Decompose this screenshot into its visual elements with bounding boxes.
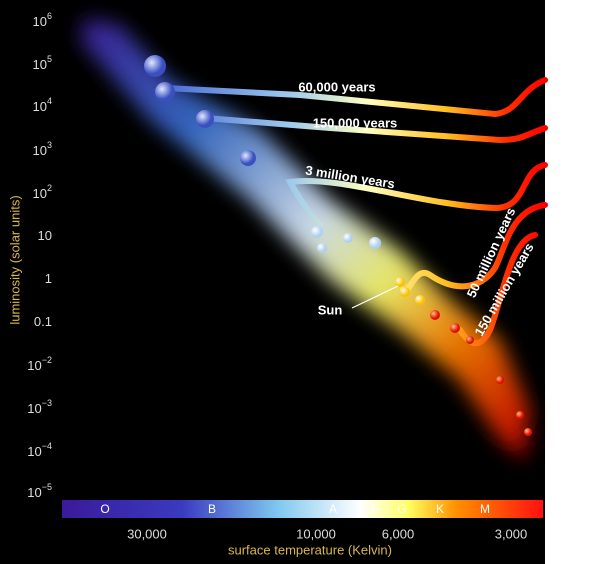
- star: [196, 110, 214, 128]
- track-3: [285, 162, 548, 228]
- star: [317, 243, 327, 253]
- tick-exponent: 6: [47, 11, 52, 21]
- x-tick-labels: 30,000 10,000 6,000 3,000: [127, 526, 527, 541]
- star: [369, 237, 381, 249]
- y-tick-label: 102: [33, 183, 52, 201]
- y-tick-label: 10−3: [27, 398, 52, 416]
- star: [524, 428, 532, 436]
- plot-background: [0, 0, 545, 564]
- tick-exponent: 3: [47, 140, 52, 150]
- y-tick-label: 1: [45, 271, 52, 286]
- track-15: [162, 77, 548, 118]
- track-label: 60,000 years: [298, 79, 375, 94]
- main-sequence-glow: [80, 18, 530, 460]
- y-tick-label: 105: [33, 54, 52, 72]
- tick-exponent: −4: [42, 441, 52, 451]
- y-tick-label: 104: [33, 96, 52, 114]
- track-9: [202, 115, 548, 144]
- tick-base: 10: [27, 401, 41, 416]
- y-axis-label: luminosity (solar units): [7, 195, 22, 324]
- stars: [144, 55, 532, 436]
- tick-base: 10: [38, 228, 52, 243]
- tick-base: 10: [33, 186, 47, 201]
- star: [450, 323, 460, 333]
- star: [144, 55, 166, 77]
- sun-label: Sun: [318, 302, 343, 317]
- tick-base: 0.1: [34, 314, 52, 329]
- tick-base: 10: [33, 99, 47, 114]
- tick-base: 10: [33, 14, 47, 29]
- track-1: [400, 202, 548, 294]
- sun-pointer: [351, 285, 399, 309]
- tick-exponent: −5: [42, 482, 52, 492]
- spectral-class: M: [480, 502, 490, 516]
- spectral-class: A: [329, 502, 337, 516]
- star: [516, 411, 524, 419]
- star: [395, 277, 405, 287]
- tick-base: 10: [27, 485, 41, 500]
- tick-exponent: 2: [47, 183, 52, 193]
- tick-base: 10: [27, 358, 41, 373]
- x-axis-label: surface temperature (Kelvin): [228, 542, 392, 557]
- star: [496, 376, 504, 384]
- y-tick-label: 103: [33, 140, 52, 158]
- star: [430, 310, 440, 320]
- spectral-class: O: [100, 502, 109, 516]
- y-tick-label: 10: [38, 228, 52, 243]
- tick-base: 10: [33, 143, 47, 158]
- y-tick-label: 10−4: [27, 441, 52, 459]
- tick-base: 1: [45, 271, 52, 286]
- y-tick-label: 10−2: [27, 355, 52, 373]
- star: [415, 295, 425, 305]
- tick-exponent: 4: [47, 96, 52, 106]
- star: [155, 82, 175, 102]
- tick-base: 10: [27, 444, 41, 459]
- x-tick-label: 30,000: [127, 526, 167, 541]
- track-label: 150,000 years: [313, 115, 398, 130]
- tick-exponent: −3: [42, 398, 52, 408]
- y-tick-label: 10−5: [27, 482, 52, 500]
- star: [343, 233, 353, 243]
- spectral-class: K: [436, 502, 444, 516]
- x-tick-label: 10,000: [296, 526, 336, 541]
- y-tick-label: 0.1: [34, 314, 52, 329]
- y-tick-label: 106: [33, 11, 52, 29]
- spectral-class: B: [208, 502, 216, 516]
- star: [466, 336, 474, 344]
- star: [400, 287, 410, 297]
- star: [311, 226, 323, 238]
- tick-exponent: 5: [47, 54, 52, 64]
- tick-base: 10: [33, 57, 47, 72]
- x-tick-label: 3,000: [495, 526, 528, 541]
- spectral-class: F: [371, 502, 378, 516]
- spectral-class: G: [397, 502, 406, 516]
- star: [240, 150, 256, 166]
- spectral-bar: [62, 500, 543, 518]
- tick-exponent: −2: [42, 355, 52, 365]
- x-tick-label: 6,000: [382, 526, 415, 541]
